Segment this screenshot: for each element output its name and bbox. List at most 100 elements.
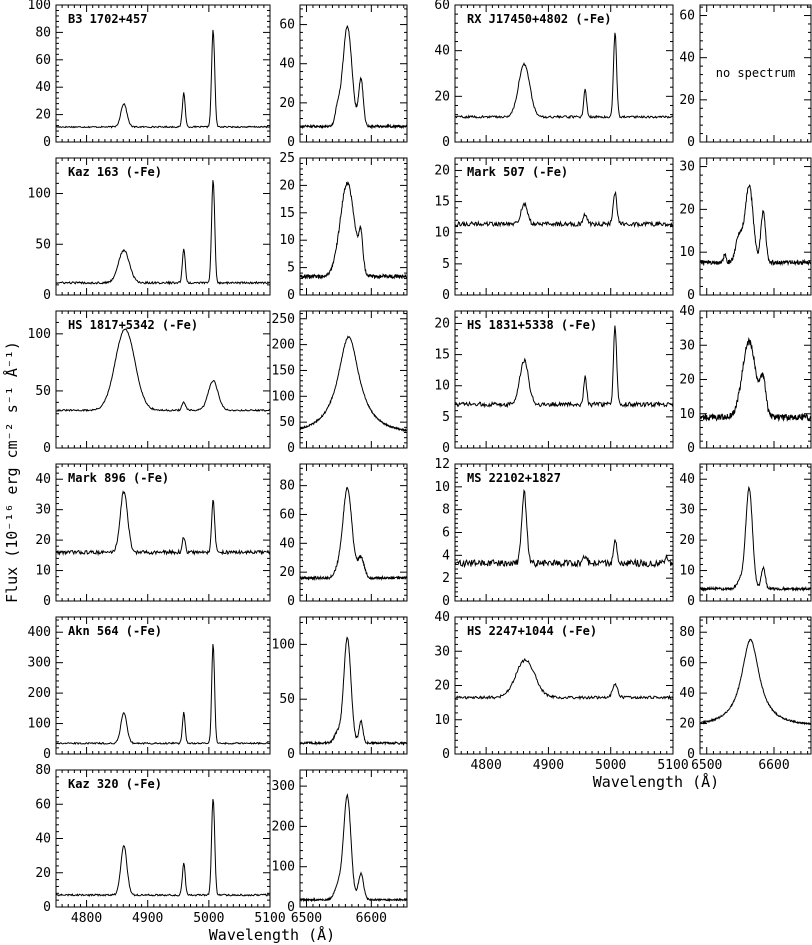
hbeta-panel-ytick-label: 40 — [35, 80, 51, 95]
hbeta-panel-ytick-label: 20 — [35, 108, 51, 123]
halpha-panel-ytick-label: 0 — [287, 900, 295, 915]
hbeta-panel-ytick-label: 5 — [442, 410, 450, 425]
hbeta-panel-ytick-label: 100 — [28, 717, 51, 732]
halpha-panel-ytick-label: 40 — [679, 51, 695, 66]
halpha-panel-ytick-label: 5 — [287, 261, 295, 276]
hbeta-panel-spectrum-line — [55, 328, 271, 413]
x-axis-title-left: Wavelength (Å) — [209, 925, 335, 944]
object-name: HS 1831+5338 (-Fe) — [467, 318, 597, 332]
hbeta-panel-ytick-label: 20 — [434, 163, 450, 178]
hbeta-panel-spectrum-line — [55, 644, 271, 746]
hbeta-panel-ytick-label: 15 — [434, 348, 450, 363]
halpha-panel-frame — [699, 310, 812, 449]
halpha-panel-ytick-label: 60 — [679, 656, 695, 671]
halpha-panel-xtick-label: 6600 — [356, 911, 387, 926]
hbeta-panel-xtick-label: 5000 — [595, 758, 626, 773]
halpha-panel-spectrum-line — [699, 485, 812, 592]
hbeta-panel-ytick-label: 400 — [28, 625, 51, 640]
halpha-panel-ytick-label: 20 — [679, 717, 695, 732]
hbeta-panel-xtick-label: 4800 — [71, 911, 102, 926]
hbeta-panel-ytick-label: 15 — [434, 195, 450, 210]
hbeta-panel-ytick-label: 300 — [28, 656, 51, 671]
hbeta-panel-ytick-label: 2 — [442, 571, 450, 586]
object-name: RX J17450+4802 (-Fe) — [467, 12, 612, 26]
object-panel-8: 0 5 10 15 20 0 10 20 30 40 HS 1831+5338 (-Fe) — [434, 304, 812, 456]
halpha-panel-ytick-label: 100 — [272, 637, 295, 652]
x-axis-title-right: Wavelength (Å) — [593, 772, 719, 791]
hbeta-panel-ytick-label: 12 — [434, 457, 450, 472]
halpha-panel-ytick-label: 40 — [279, 536, 295, 551]
halpha-panel-spectrum-line — [699, 184, 812, 267]
halpha-panel-ytick-label: 20 — [679, 202, 695, 217]
hbeta-panel-ytick-label: 80 — [35, 25, 51, 40]
object-panel-1: 0 50 100 0 5 10 15 20 25 Kaz 163 (-Fe) — [28, 151, 408, 303]
hbeta-panel-ytick-label: 40 — [434, 44, 450, 59]
halpha-panel-ytick-label: 20 — [679, 373, 695, 388]
hbeta-panel-ytick-label: 0 — [43, 594, 51, 609]
hbeta-panel-ytick-label: 0 — [442, 747, 450, 762]
halpha-panel-ytick-label: 25 — [279, 151, 295, 166]
hbeta-panel-ytick-label: 60 — [35, 53, 51, 68]
halpha-panel-ytick-label: 200 — [272, 819, 295, 834]
halpha-panel-ytick-label: 20 — [279, 96, 295, 111]
halpha-panel-ytick-label: 200 — [272, 338, 295, 353]
hbeta-panel-ytick-label: 40 — [434, 610, 450, 625]
halpha-panel-frame — [699, 157, 812, 296]
hbeta-panel-frame — [55, 616, 271, 755]
hbeta-panel-ytick-label: 0 — [442, 135, 450, 150]
hbeta-panel-spectrum-line — [454, 32, 674, 120]
halpha-panel-spectrum-line — [299, 636, 408, 746]
halpha-panel-ytick-label: 60 — [279, 18, 295, 33]
hbeta-panel-ytick-label: 4 — [442, 548, 450, 563]
halpha-panel-ytick-label: 40 — [679, 304, 695, 319]
halpha-panel-ytick-label: 150 — [272, 363, 295, 378]
halpha-panel-ytick-label: 20 — [679, 533, 695, 548]
hbeta-panel-xtick-label: 4800 — [470, 758, 501, 773]
hbeta-panel-ytick-label: 0 — [43, 747, 51, 762]
halpha-panel-frame — [299, 157, 408, 296]
hbeta-panel-spectrum-line — [455, 190, 674, 228]
halpha-panel-ytick-label: 80 — [279, 479, 295, 494]
halpha-panel-ytick-label: 20 — [679, 93, 695, 108]
y-axis-title: Flux (10⁻¹⁶ erg cm⁻² s⁻¹ Å⁻¹) — [2, 341, 21, 603]
halpha-panel-ytick-label: 300 — [272, 779, 295, 794]
halpha-panel-ytick-label: 10 — [279, 233, 295, 248]
object-panel-9: 0 2 4 6 8 10 12 0 10 20 30 40 MS 22102+1827 — [434, 457, 812, 609]
halpha-panel-ytick-label: 60 — [679, 9, 695, 24]
hbeta-panel-ytick-label: 40 — [35, 472, 51, 487]
hbeta-panel-frame — [55, 463, 271, 602]
hbeta-panel-ytick-label: 0 — [43, 288, 51, 303]
halpha-panel-spectrum-line — [299, 793, 408, 903]
hbeta-panel-ytick-label: 5 — [442, 257, 450, 272]
hbeta-panel-frame — [55, 4, 271, 143]
hbeta-panel-xtick-label: 5100 — [657, 758, 688, 773]
hbeta-panel-ytick-label: 40 — [35, 832, 51, 847]
halpha-panel-ytick-label: 50 — [279, 692, 295, 707]
halpha-panel-ytick-label: 15 — [279, 206, 295, 221]
halpha-panel-ytick-label: 0 — [687, 135, 695, 150]
halpha-panel-ytick-label: 10 — [679, 407, 695, 422]
no-spectrum-note: no spectrum — [716, 66, 795, 80]
halpha-panel-ytick-label: 30 — [679, 160, 695, 175]
object-panel-6: 0 20 40 60 0 20 40 60 RX J17450+4802 (-Fe) no spe… — [434, 0, 812, 150]
halpha-panel-ytick-label: 0 — [287, 747, 295, 762]
halpha-panel-ytick-label: 0 — [287, 594, 295, 609]
hbeta-panel-spectrum-line — [454, 325, 674, 409]
object-name: Mark 896 (-Fe) — [68, 471, 169, 485]
halpha-panel-ytick-label: 10 — [679, 564, 695, 579]
halpha-panel-ytick-label: 40 — [279, 57, 295, 72]
hbeta-panel-ytick-label: 100 — [28, 327, 51, 342]
halpha-panel-ytick-label: 50 — [279, 415, 295, 430]
hbeta-panel-ytick-label: 0 — [442, 288, 450, 303]
halpha-panel-xtick-label: 6500 — [691, 758, 722, 773]
halpha-panel-frame — [699, 616, 812, 755]
hbeta-panel-ytick-label: 0 — [43, 441, 51, 456]
hbeta-panel-ytick-label: 0 — [442, 441, 450, 456]
halpha-panel-spectrum-line — [299, 335, 408, 433]
hbeta-panel-ytick-label: 20 — [35, 533, 51, 548]
object-name: Kaz 320 (-Fe) — [68, 777, 162, 791]
hbeta-panel-ytick-label: 10 — [434, 379, 450, 394]
hbeta-panel-xtick-label: 5100 — [254, 911, 285, 926]
halpha-panel-spectrum-line — [699, 638, 812, 726]
